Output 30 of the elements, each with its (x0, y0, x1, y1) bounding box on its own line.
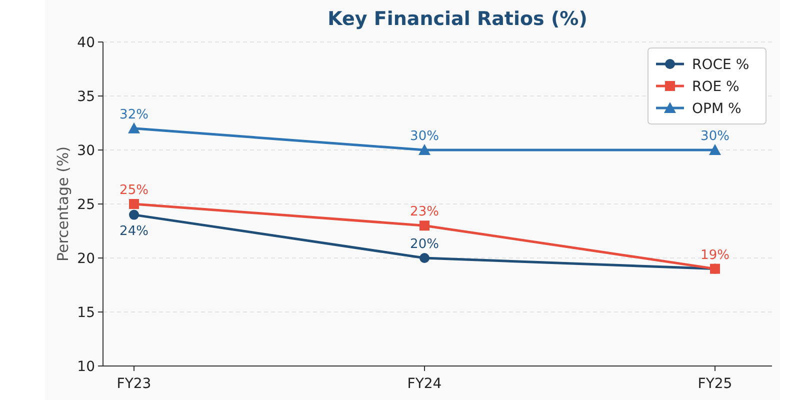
data-label: 20% (410, 237, 439, 252)
y-tick-label: 15 (77, 304, 95, 321)
data-label: 30% (700, 129, 730, 144)
x-tick-label: FY24 (407, 376, 442, 392)
data-label: 19% (700, 248, 730, 263)
data-label: 32% (120, 107, 148, 122)
data-label: 25% (120, 183, 148, 198)
legend-label: ROE % (692, 78, 740, 95)
data-label: 23% (410, 204, 439, 220)
y-tick-label: 40 (77, 34, 95, 51)
y-tick-label: 35 (77, 88, 95, 105)
point (420, 220, 430, 231)
x-tick-label: FY25 (698, 376, 732, 392)
point (420, 253, 430, 263)
legend-label: ROCE % (692, 56, 750, 73)
point (418, 144, 430, 155)
y-tick-label: 25 (77, 196, 95, 213)
data-label: 24% (120, 224, 148, 239)
data-label: 30% (410, 129, 439, 144)
point (129, 199, 139, 209)
y-tick-label: 10 (77, 358, 95, 375)
legend-label: OPM % (692, 100, 742, 117)
chart-title: Key Financial Ratios (%) (328, 8, 588, 30)
point (709, 144, 721, 155)
point (128, 122, 140, 134)
y-tick-label: 20 (77, 250, 95, 267)
y-tick-label: 30 (77, 142, 95, 159)
x-tick-label: FY23 (116, 376, 152, 392)
point (129, 210, 139, 220)
y-axis-title: Percentage (%) (54, 146, 72, 262)
